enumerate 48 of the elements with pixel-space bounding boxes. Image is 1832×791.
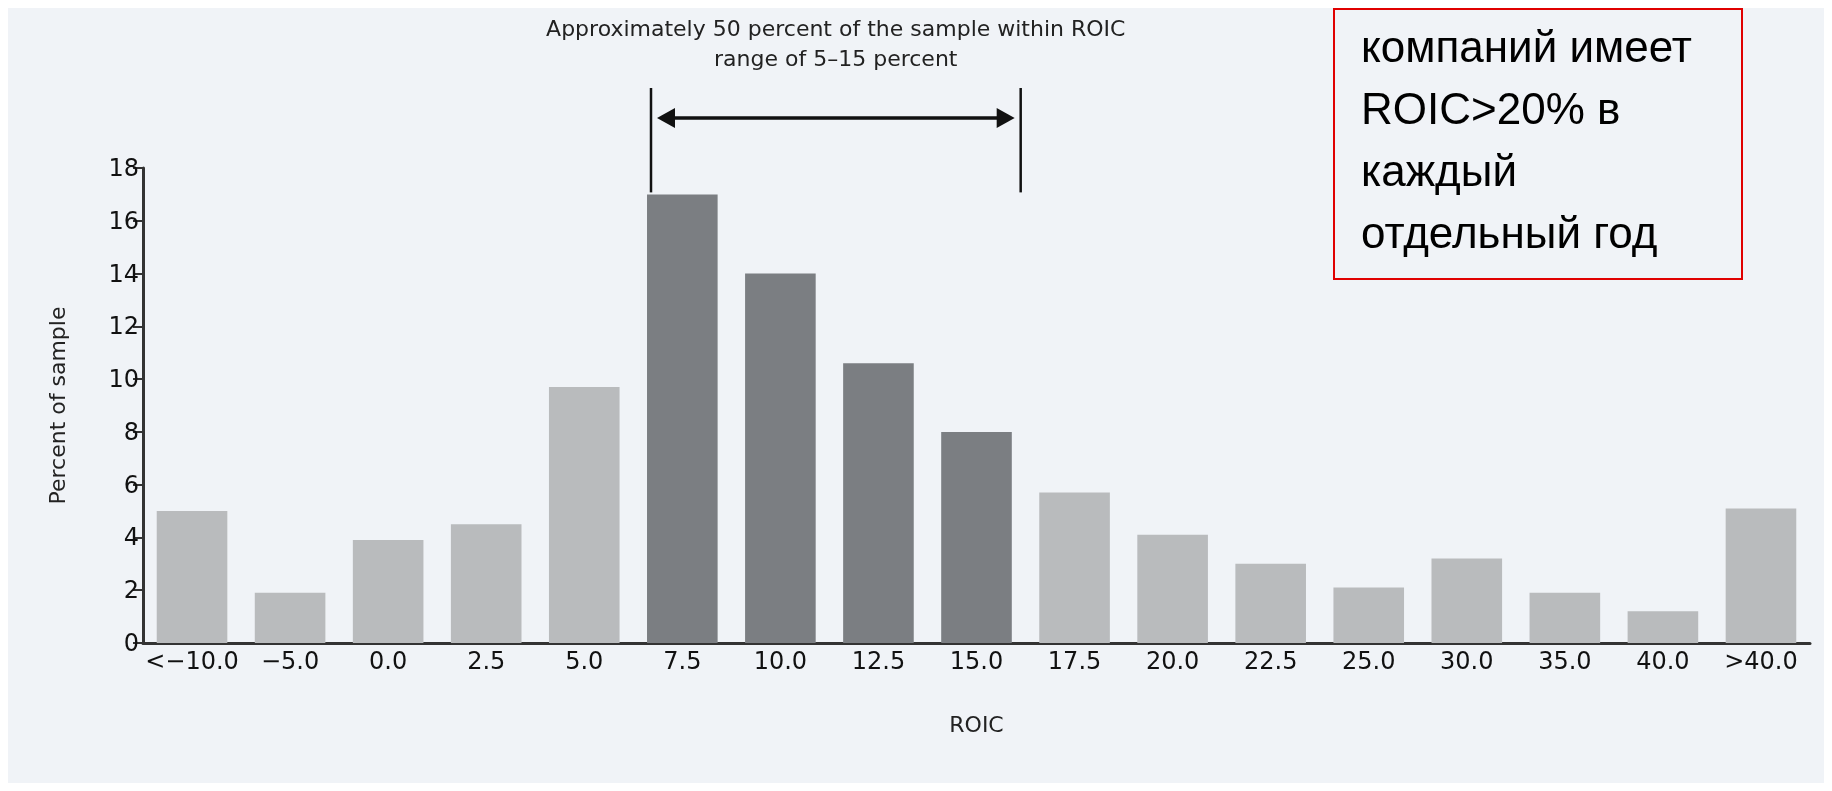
x-tick-label: 22.5 xyxy=(1243,647,1298,675)
bar xyxy=(745,273,816,643)
y-tick-label: 18 xyxy=(108,154,139,182)
x-tick-label: 0.0 xyxy=(369,647,408,675)
bar xyxy=(1431,558,1503,643)
x-tick-label: 7.5 xyxy=(663,647,702,675)
y-tick-label: 6 xyxy=(123,470,139,499)
x-tick-label: 35.0 xyxy=(1538,647,1592,675)
y-tick-label: 0 xyxy=(123,629,139,657)
x-axis-title: ROIC xyxy=(949,711,1004,737)
bar xyxy=(1627,611,1699,643)
bar xyxy=(1333,587,1405,643)
y-tick-label: 4 xyxy=(123,523,139,552)
x-tick-label: 17.5 xyxy=(1047,647,1102,675)
x-tick-label: 12.5 xyxy=(851,647,906,675)
x-tick-label: 20.0 xyxy=(1145,647,1200,675)
x-tick-label: 5.0 xyxy=(565,647,604,675)
bar xyxy=(352,540,424,643)
bar xyxy=(647,194,718,643)
x-tick-label: 40.0 xyxy=(1636,647,1690,675)
y-tick-label: 12 xyxy=(108,312,139,341)
bar xyxy=(1529,592,1601,643)
x-tick-label: 2.5 xyxy=(467,647,506,675)
y-tick-label: 2 xyxy=(123,576,139,605)
bar xyxy=(1725,508,1797,643)
x-tick-label: −5.0 xyxy=(260,647,320,675)
annotation: компаний имеет ROIC>20% в каждый отдельный год xyxy=(1333,8,1743,280)
y-tick-label: 8 xyxy=(123,417,139,446)
bar xyxy=(548,387,620,643)
bar xyxy=(843,363,914,643)
x-tick-label: 30.0 xyxy=(1440,647,1494,675)
bar xyxy=(1039,492,1110,643)
y-tick-label: 10 xyxy=(108,365,139,394)
y-tick-label: 16 xyxy=(108,206,139,235)
bar xyxy=(1235,563,1306,643)
bar xyxy=(941,431,1012,643)
bar xyxy=(156,511,228,643)
x-tick-label: 25.0 xyxy=(1342,647,1396,675)
text: Approximately 50 percent of the sample within ROIC range of 5–15 percent xyxy=(545,15,1127,73)
x-tick-label: >40.0 xyxy=(1724,647,1798,675)
y-axis-title: Percent of sample xyxy=(44,306,70,505)
bar xyxy=(254,592,326,643)
x-tick-label: 15.0 xyxy=(949,647,1004,675)
bar xyxy=(1137,534,1208,643)
y-tick-label: 14 xyxy=(108,259,139,288)
x-tick-label: 10.0 xyxy=(753,647,808,675)
bar xyxy=(450,524,522,643)
x-tick-label: <−10.0 xyxy=(145,647,239,675)
